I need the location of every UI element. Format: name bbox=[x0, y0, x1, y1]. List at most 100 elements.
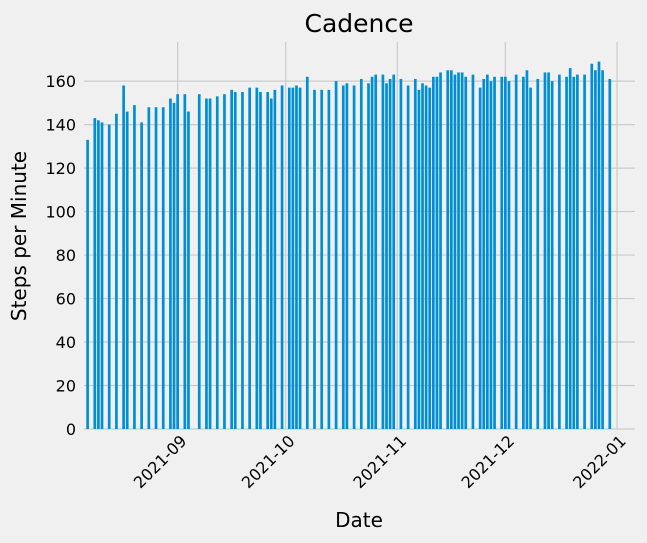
bar bbox=[590, 63, 594, 429]
bar bbox=[453, 74, 457, 429]
bar bbox=[565, 76, 568, 430]
bar bbox=[370, 76, 374, 430]
bar bbox=[525, 70, 529, 430]
bar-layer bbox=[86, 61, 612, 430]
bar bbox=[388, 78, 392, 430]
y-tick-label: 60 bbox=[56, 290, 76, 309]
bar bbox=[208, 98, 212, 430]
x-tick-label: 2022-01 bbox=[569, 431, 630, 492]
bar bbox=[367, 83, 370, 429]
bar bbox=[504, 76, 507, 430]
bar bbox=[269, 98, 273, 430]
bar bbox=[295, 85, 298, 429]
bar bbox=[536, 78, 540, 430]
bar bbox=[169, 98, 172, 430]
x-tick-label: 2021-12 bbox=[457, 431, 518, 492]
bar bbox=[334, 81, 338, 430]
bar bbox=[230, 89, 234, 430]
bar bbox=[482, 78, 486, 430]
bar bbox=[97, 120, 100, 430]
bar bbox=[460, 72, 464, 429]
bar bbox=[485, 74, 489, 429]
bar bbox=[374, 74, 378, 429]
x-tick-label: 2021-10 bbox=[238, 431, 299, 492]
bar bbox=[291, 87, 295, 430]
bar bbox=[594, 70, 597, 430]
y-tick-label: 0 bbox=[66, 420, 76, 439]
y-tick-label: 100 bbox=[45, 203, 76, 222]
bar bbox=[572, 76, 576, 430]
bar bbox=[568, 68, 572, 429]
bar bbox=[147, 107, 151, 429]
bar bbox=[489, 81, 493, 430]
bar bbox=[172, 102, 176, 429]
bar bbox=[359, 78, 363, 430]
bar bbox=[417, 89, 421, 430]
bar bbox=[133, 105, 136, 429]
y-tick-labels: 0 20 40 60 80 100 120 140 160 bbox=[45, 72, 76, 439]
bar bbox=[197, 94, 201, 429]
bar bbox=[298, 87, 302, 430]
y-tick-label: 160 bbox=[45, 72, 76, 91]
bar bbox=[122, 85, 125, 429]
bar bbox=[305, 76, 309, 430]
bar bbox=[413, 78, 417, 430]
bar bbox=[215, 96, 219, 429]
bar bbox=[457, 72, 460, 429]
bar bbox=[385, 83, 388, 429]
bar bbox=[313, 89, 316, 430]
bar bbox=[327, 89, 331, 430]
bar bbox=[478, 87, 482, 430]
bar bbox=[601, 70, 604, 430]
bar bbox=[125, 111, 129, 430]
y-axis-label: Steps per Minute bbox=[7, 151, 31, 321]
bar bbox=[154, 107, 158, 429]
x-axis-label: Date bbox=[335, 508, 383, 532]
bar bbox=[140, 122, 143, 429]
bar bbox=[550, 81, 554, 430]
bar bbox=[500, 76, 504, 430]
x-tick-label: 2021-09 bbox=[130, 431, 191, 492]
bar bbox=[439, 72, 442, 429]
bar bbox=[471, 74, 475, 429]
y-tick-label: 80 bbox=[56, 246, 76, 265]
bar bbox=[176, 94, 179, 429]
bar bbox=[273, 89, 277, 430]
bar bbox=[381, 74, 385, 429]
bar bbox=[597, 61, 601, 430]
bar bbox=[449, 70, 453, 430]
bar bbox=[259, 92, 262, 429]
bar bbox=[583, 74, 586, 429]
bar bbox=[187, 111, 190, 430]
chart-title: Cadence bbox=[305, 9, 414, 38]
bar bbox=[543, 72, 547, 429]
bar bbox=[399, 78, 403, 430]
bar bbox=[266, 92, 270, 429]
bar bbox=[352, 85, 356, 429]
bar bbox=[558, 74, 561, 429]
bar bbox=[107, 124, 111, 429]
x-tick-label: 2021-11 bbox=[349, 431, 410, 492]
bar bbox=[514, 74, 518, 429]
bar bbox=[241, 92, 244, 429]
bar bbox=[406, 85, 410, 429]
bar bbox=[507, 81, 511, 430]
y-tick-label: 140 bbox=[45, 116, 76, 135]
bar bbox=[280, 85, 284, 429]
bar bbox=[287, 87, 291, 430]
bar bbox=[93, 118, 97, 429]
y-tick-label: 120 bbox=[45, 159, 76, 178]
bar bbox=[576, 74, 579, 429]
bar bbox=[100, 122, 104, 429]
bar bbox=[421, 83, 424, 429]
bar bbox=[435, 76, 439, 430]
y-tick-label: 20 bbox=[56, 377, 76, 396]
bar bbox=[205, 98, 208, 430]
bar bbox=[86, 139, 89, 429]
bar bbox=[320, 89, 324, 430]
bar bbox=[115, 113, 118, 429]
bar bbox=[424, 85, 428, 429]
bar bbox=[493, 76, 496, 430]
